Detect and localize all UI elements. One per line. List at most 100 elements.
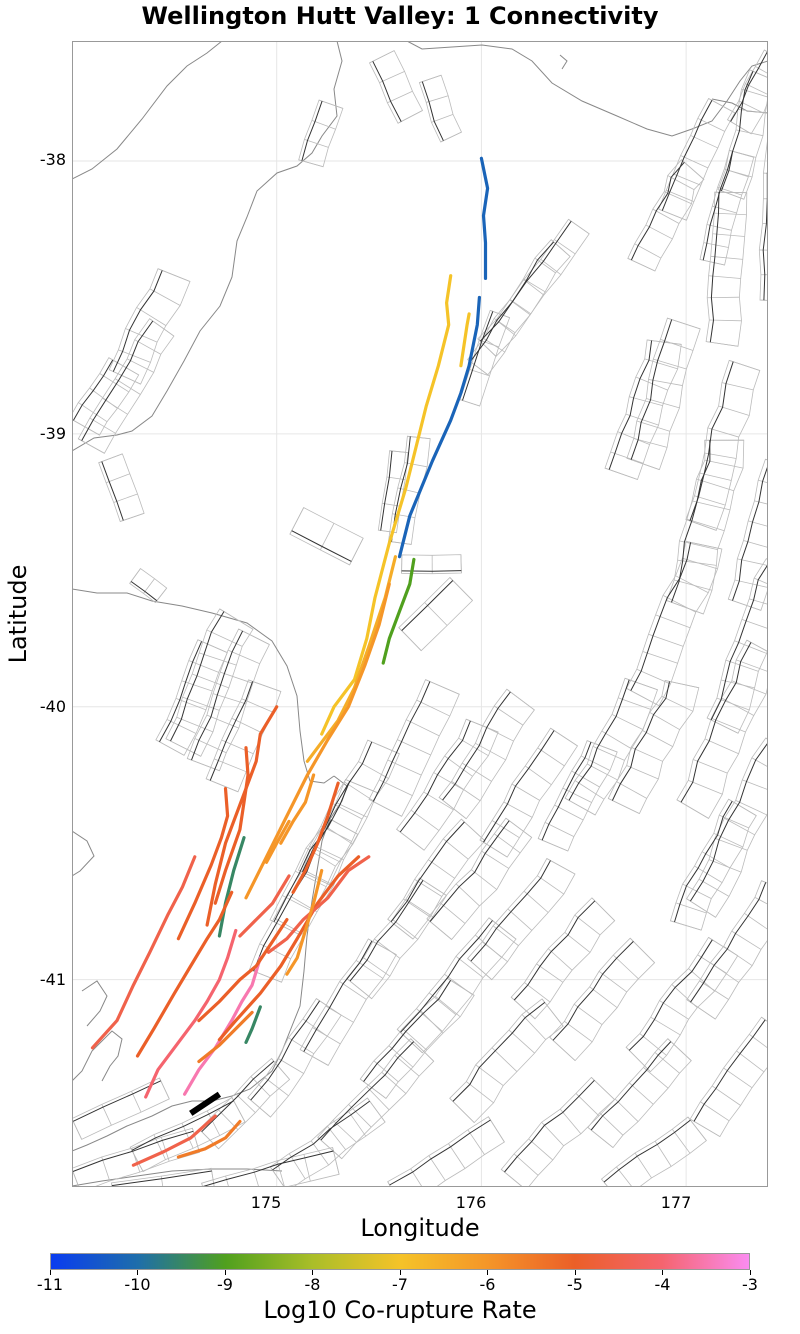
co-rupture-fault-8[interactable]	[291, 781, 340, 894]
fault-segment-divider	[72, 419, 100, 436]
fault-segment-divider	[652, 208, 680, 224]
fault-segment-divider	[403, 898, 431, 918]
fault-segment-divider	[428, 992, 457, 1016]
fault-surface-outlines	[72, 49, 768, 1187]
selected-fault-trace[interactable]	[189, 1091, 222, 1116]
fault-trace	[291, 530, 352, 562]
colorbar-tick-mark	[487, 1270, 488, 1275]
fault-trace	[552, 941, 634, 1041]
co-rupture-fault-3[interactable]	[459, 312, 471, 368]
co-rupture-fault-2[interactable]	[320, 274, 453, 736]
fault-trace	[611, 681, 670, 801]
fault-trace	[81, 320, 154, 441]
co-rupture-fault-15[interactable]	[217, 836, 246, 938]
fault-segment-divider	[389, 450, 408, 453]
fault-trace	[399, 720, 471, 833]
fault-segment-divider	[592, 745, 625, 761]
co-rupture-fault-4[interactable]	[381, 557, 416, 665]
fault-segment-divider	[523, 890, 549, 913]
fault-segment-divider	[725, 659, 759, 672]
fault-segment-divider	[344, 781, 374, 802]
co-rupture-fault-13[interactable]	[144, 928, 238, 1099]
fault-trace	[504, 1079, 595, 1173]
colorbar-tick-mark	[224, 1270, 226, 1275]
fault-segment-divider	[550, 239, 571, 257]
fault-segment-divider	[634, 1152, 652, 1179]
co-rupture-fault-19[interactable]	[266, 855, 371, 954]
fault-segment-divider	[737, 558, 768, 566]
co-rupture-fault-25[interactable]	[131, 1114, 217, 1167]
fault-segment-divider	[277, 1057, 304, 1074]
fault-surface	[479, 727, 579, 858]
fault-segment-divider	[648, 379, 683, 386]
fault-segment-divider	[697, 117, 725, 132]
fault-segment-divider	[659, 1000, 689, 1020]
fault-segment-divider	[355, 960, 384, 979]
fault-segment-divider	[541, 998, 564, 1027]
co-rupture-fault-9[interactable]	[279, 773, 316, 845]
fault-segment-divider	[704, 452, 737, 459]
fault-trace	[301, 100, 323, 161]
co-rupture-fault-17[interactable]	[135, 890, 234, 1058]
fault-surface	[758, 133, 768, 301]
fault-segment-divider	[591, 897, 615, 921]
fault-trace	[732, 464, 768, 601]
fault-surface	[396, 917, 517, 1054]
fault-surface	[398, 576, 474, 652]
map-plot-area[interactable]	[72, 41, 768, 1187]
fault-segment-divider	[101, 1156, 111, 1182]
fault-trace	[380, 450, 393, 531]
fault-segment-divider	[708, 275, 741, 279]
fault-segment-divider	[271, 1058, 290, 1080]
fault-segment-divider	[741, 88, 768, 98]
fault-trace	[72, 359, 114, 421]
co-rupture-fault-22[interactable]	[264, 819, 291, 864]
map-panel[interactable]	[72, 41, 768, 1187]
co-rupture-fault-26[interactable]	[176, 1119, 242, 1159]
selected-fault[interactable]	[189, 1091, 222, 1116]
fault-segment-divider	[666, 600, 704, 615]
fault-segment-divider	[319, 523, 335, 551]
co-rupture-fault-16[interactable]	[244, 1005, 262, 1044]
co-rupture-fault-20[interactable]	[285, 868, 324, 976]
fault-segment-divider	[302, 869, 334, 886]
fault-segment-divider	[212, 693, 247, 705]
fault-segment-divider	[153, 1134, 166, 1160]
fault-segment-divider	[719, 814, 749, 829]
fault-segment-divider	[608, 798, 640, 814]
co-rupture-fault-1[interactable]	[397, 295, 481, 559]
fault-segment-divider	[544, 822, 575, 837]
fault-segment-divider	[601, 1178, 609, 1187]
fault-segment-divider	[636, 668, 671, 685]
co-rupture-fault-6[interactable]	[244, 582, 391, 900]
fault-segment-divider	[129, 1147, 144, 1172]
co-rupture-fault-18[interactable]	[217, 855, 361, 1042]
co-rupture-fault-11[interactable]	[176, 787, 230, 941]
fault-segment-divider	[462, 762, 492, 782]
fault-segment-divider	[653, 358, 687, 370]
fault-segment-divider	[682, 557, 718, 570]
co-rupture-fault-24[interactable]	[197, 1010, 254, 1064]
co-rupture-fault-23[interactable]	[197, 918, 289, 1023]
fault-segment-divider	[510, 996, 536, 1020]
co-rupture-faults[interactable]	[90, 156, 490, 1167]
fault-segment-divider	[481, 850, 509, 869]
x-tick-label: 176	[455, 1193, 487, 1212]
fault-trace	[429, 820, 510, 922]
co-rupture-fault-12[interactable]	[90, 855, 197, 1050]
co-rupture-fault-10[interactable]	[213, 746, 250, 905]
fault-segment-divider	[708, 98, 736, 114]
fault-segment-divider	[221, 739, 254, 755]
co-rupture-fault-0[interactable]	[479, 156, 490, 280]
co-rupture-fault-21[interactable]	[238, 874, 291, 938]
fault-segment-divider	[435, 995, 461, 1018]
co-rupture-fault-14[interactable]	[183, 956, 262, 1096]
fault-segment-divider	[387, 90, 413, 104]
fault-surface	[317, 1038, 435, 1160]
co-rupture-fault-5[interactable]	[305, 555, 397, 763]
fault-trace	[674, 801, 733, 923]
fault-segment-divider	[626, 687, 660, 707]
colorbar-tick-label: -11	[36, 1275, 64, 1294]
fault-segment-divider	[660, 338, 694, 351]
fault-segment-divider	[639, 1033, 667, 1056]
